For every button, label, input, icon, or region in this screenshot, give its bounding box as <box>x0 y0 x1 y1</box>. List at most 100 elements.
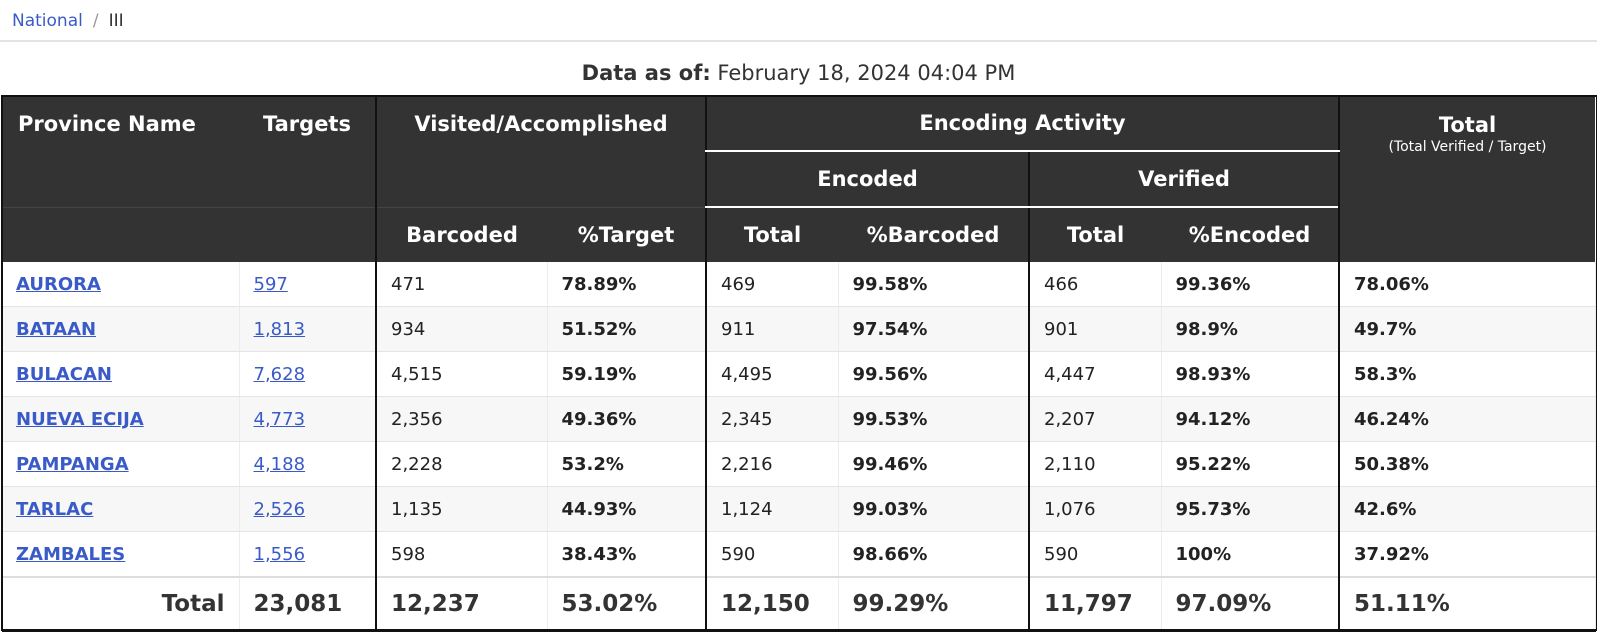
pct-encoded-cell: 95.22% <box>1161 441 1340 487</box>
barcoded-cell: 934 <box>375 306 548 352</box>
targets-link[interactable]: 1,556 <box>253 543 306 565</box>
header-pct-barcoded: %Barcoded <box>838 206 1029 262</box>
totals-row: Total 23,081 12,237 53.02% 12,150 99.29%… <box>2 576 1596 632</box>
pct-target-cell: 53.2% <box>547 441 707 487</box>
data-as-of: Data as of: February 18, 2024 04:04 PM <box>0 58 1597 88</box>
barcoded-cell: 1,135 <box>375 486 548 532</box>
total-pct-cell: 58.3% <box>1338 351 1596 397</box>
encoded-total-cell: 1,124 <box>705 486 839 532</box>
header-blank <box>2 151 239 207</box>
province-cell: BULACAN <box>2 351 240 397</box>
encoded-total-cell: 469 <box>705 262 839 307</box>
targets-cell: 1,813 <box>239 306 377 352</box>
province-cell: NUEVA ECIJA <box>2 396 240 442</box>
header-province-name: Province Name <box>2 96 239 151</box>
header-visited-accomplished: Visited/Accomplished <box>375 96 706 151</box>
breadcrumb-current: III <box>108 11 124 31</box>
encoded-total-cell: 590 <box>705 531 839 578</box>
table-row: PAMPANGA 4,188 2,228 53.2% 2,216 99.46% … <box>2 441 1596 487</box>
province-stats-table: Province Name Targets Visited/Accomplish… <box>2 96 1596 632</box>
table-row: TARLAC 2,526 1,135 44.93% 1,124 99.03% 1… <box>2 486 1596 532</box>
totals-barcoded: 12,237 <box>375 576 548 632</box>
table-row: NUEVA ECIJA 4,773 2,356 49.36% 2,345 99.… <box>2 396 1596 442</box>
header-encoding-activity: Encoding Activity <box>705 96 1339 152</box>
pct-encoded-cell: 100% <box>1161 531 1340 578</box>
total-pct-cell: 42.6% <box>1338 486 1596 532</box>
totals-total: 51.11% <box>1338 576 1596 632</box>
pct-barcoded-cell: 99.56% <box>838 351 1030 397</box>
header-blank <box>2 206 239 262</box>
pct-barcoded-cell: 99.03% <box>838 486 1030 532</box>
targets-link[interactable]: 2,526 <box>253 498 306 520</box>
targets-link[interactable]: 1,813 <box>253 318 306 340</box>
pct-barcoded-cell: 98.66% <box>838 531 1030 578</box>
header-encoded-total: Total <box>705 206 838 262</box>
pct-target-cell: 38.43% <box>547 531 707 578</box>
encoded-total-cell: 2,345 <box>705 396 839 442</box>
pct-encoded-cell: 98.9% <box>1161 306 1340 352</box>
pct-encoded-cell: 99.36% <box>1161 262 1340 307</box>
province-link-zambales[interactable]: ZAMBALES <box>16 543 126 565</box>
verified-total-cell: 466 <box>1028 262 1162 307</box>
header-verified-total: Total <box>1028 206 1161 262</box>
targets-cell: 1,556 <box>239 531 377 578</box>
header-blank <box>239 206 376 262</box>
breadcrumb-separator: / <box>92 11 99 31</box>
verified-total-cell: 1,076 <box>1028 486 1162 532</box>
totals-label: Total <box>2 576 240 632</box>
province-link-bataan[interactable]: BATAAN <box>16 318 97 340</box>
header-total: Total (Total Verified / Target) <box>1338 96 1595 262</box>
verified-total-cell: 2,207 <box>1028 396 1162 442</box>
barcoded-cell: 471 <box>375 262 548 307</box>
province-link-nueva-ecija[interactable]: NUEVA ECIJA <box>16 408 144 430</box>
totals-pct-barcoded: 99.29% <box>838 576 1030 632</box>
data-as-of-value: February 18, 2024 04:04 PM <box>717 61 1016 85</box>
targets-cell: 597 <box>239 262 377 307</box>
data-as-of-label: Data as of: <box>581 61 711 85</box>
pct-target-cell: 78.89% <box>547 262 707 307</box>
pct-barcoded-cell: 99.58% <box>838 262 1030 307</box>
breadcrumb-national-link[interactable]: National <box>12 11 83 31</box>
province-link-pampanga[interactable]: PAMPANGA <box>16 453 129 475</box>
province-link-aurora[interactable]: AURORA <box>16 273 101 295</box>
province-cell: BATAAN <box>2 306 240 352</box>
totals-encoded: 12,150 <box>705 576 839 632</box>
total-pct-cell: 46.24% <box>1338 396 1596 442</box>
header-targets: Targets <box>239 96 376 151</box>
breadcrumb: National / III <box>0 0 1597 42</box>
province-link-bulacan[interactable]: BULACAN <box>16 363 112 385</box>
pct-encoded-cell: 95.73% <box>1161 486 1340 532</box>
pct-barcoded-cell: 97.54% <box>838 306 1030 352</box>
encoded-total-cell: 911 <box>705 306 839 352</box>
totals-pct-encoded: 97.09% <box>1161 576 1340 632</box>
province-cell: AURORA <box>2 262 240 307</box>
total-pct-cell: 50.38% <box>1338 441 1596 487</box>
table-row: ZAMBALES 1,556 598 38.43% 590 98.66% 590… <box>2 531 1596 578</box>
header-total-label: Total <box>1438 113 1497 137</box>
header-blank <box>239 151 376 207</box>
header-total-subtitle: (Total Verified / Target) <box>1388 139 1547 155</box>
targets-link[interactable]: 7,628 <box>253 363 306 385</box>
targets-link[interactable]: 597 <box>253 273 288 295</box>
verified-total-cell: 901 <box>1028 306 1162 352</box>
targets-cell: 2,526 <box>239 486 377 532</box>
header-pct-encoded: %Encoded <box>1161 206 1339 262</box>
barcoded-cell: 4,515 <box>375 351 548 397</box>
pct-target-cell: 49.36% <box>547 396 707 442</box>
pct-target-cell: 44.93% <box>547 486 707 532</box>
table-row: AURORA 597 471 78.89% 469 99.58% 466 99.… <box>2 262 1596 307</box>
header-barcoded: Barcoded <box>375 206 547 262</box>
totals-pct-target: 53.02% <box>547 576 707 632</box>
barcoded-cell: 598 <box>375 531 548 578</box>
targets-link[interactable]: 4,773 <box>253 408 306 430</box>
province-cell: TARLAC <box>2 486 240 532</box>
encoded-total-cell: 2,216 <box>705 441 839 487</box>
targets-cell: 4,188 <box>239 441 377 487</box>
encoded-total-cell: 4,495 <box>705 351 839 397</box>
targets-link[interactable]: 4,188 <box>253 453 306 475</box>
verified-total-cell: 590 <box>1028 531 1162 578</box>
pct-barcoded-cell: 99.46% <box>838 441 1030 487</box>
province-link-tarlac[interactable]: TARLAC <box>16 498 94 520</box>
pct-target-cell: 59.19% <box>547 351 707 397</box>
pct-encoded-cell: 98.93% <box>1161 351 1340 397</box>
